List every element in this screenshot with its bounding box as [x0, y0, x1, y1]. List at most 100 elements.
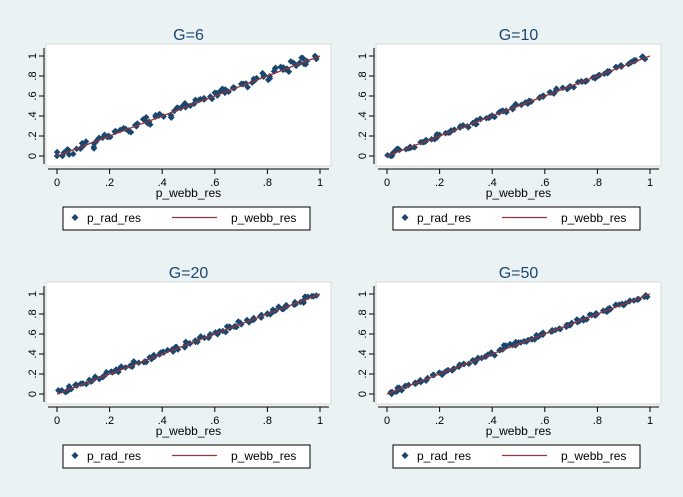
y-tick-label: 1	[27, 291, 39, 297]
chart-panel-1: G=60.2.4.6.810.2.4.6.8 1p_webb_resp_rad_r…	[27, 27, 332, 231]
y-tick-label: 0	[357, 153, 369, 159]
x-tick-label: .2	[435, 415, 444, 427]
y-tick-label: .6	[27, 91, 39, 100]
data-point-marker	[142, 114, 150, 121]
series-layer	[55, 292, 321, 396]
legend-label: p_rad_res	[87, 211, 141, 225]
legend-box	[62, 206, 311, 231]
x-tick-label: .2	[105, 177, 114, 189]
y-tick-label: .6	[27, 329, 39, 338]
x-tick-label: 1	[647, 177, 653, 189]
chart-panels: G=6 0 .2 .4 .6 .8 1 0 .2 .4 .6 .8 1 p_webb_res p_rad_r…	[27, 27, 662, 469]
legend-label: p_webb_res	[561, 449, 626, 463]
series-line-p_webb_res	[386, 55, 651, 157]
y-tick-label: .4	[27, 111, 39, 120]
chart-panel-2: G=100.2.4.6.810.2.4.6.8 1p_webb_resp_rad_…	[357, 27, 662, 231]
data-point-marker	[101, 371, 109, 379]
data-point-marker	[577, 78, 585, 85]
data-point-marker	[192, 96, 199, 104]
data-point-marker	[222, 328, 230, 336]
data-point-marker	[583, 316, 590, 323]
y-tick-label: .2	[27, 131, 39, 140]
data-point-marker	[473, 120, 480, 128]
x-tick-label: 0	[54, 415, 60, 427]
x-axis-label: p_webb_res	[486, 424, 551, 438]
y-tick-label: 1	[27, 53, 39, 59]
data-point-marker	[298, 54, 305, 62]
data-point-marker	[53, 148, 61, 156]
series-line-p_webb_res	[56, 293, 321, 395]
data-point-marker	[152, 111, 159, 119]
data-point-marker	[77, 145, 84, 152]
data-point-marker	[77, 380, 85, 387]
data-point-marker	[287, 58, 295, 65]
x-tick-label: .4	[158, 177, 167, 189]
legend-marker-icon	[401, 452, 409, 459]
chart-panel-4: G=500.2.4.6.810.2.4.6.8 1p_webb_resp_rad_…	[357, 265, 662, 469]
y-tick-label: .8	[357, 71, 369, 80]
series-layer	[53, 52, 321, 160]
data-point-marker	[219, 85, 226, 93]
data-point-marker	[72, 381, 80, 388]
legend-label: p_webb_res	[231, 211, 296, 225]
series-line-p_webb_res	[56, 55, 321, 157]
x-tick-label: .8	[263, 177, 272, 189]
x-tick-label: 1	[647, 415, 653, 427]
data-point-marker	[260, 73, 267, 80]
legend-box	[392, 444, 641, 469]
data-point-marker	[107, 368, 115, 375]
series-layer	[384, 53, 651, 160]
y-tick-label: .6	[357, 329, 369, 338]
series-line-p_webb_res	[386, 293, 651, 395]
x-tick-label: .4	[488, 415, 497, 427]
x-tick-label: 1	[317, 415, 323, 427]
x-tick-label: .6	[210, 177, 219, 189]
data-point-marker	[64, 387, 72, 395]
data-point-marker	[433, 131, 441, 138]
data-point-marker	[417, 376, 424, 384]
legend: p_rad_res p_webb_res	[392, 206, 641, 231]
data-point-marker	[182, 338, 190, 346]
data-point-marker	[155, 111, 163, 118]
y-tick-label: .6	[357, 91, 369, 100]
data-point-marker	[211, 89, 219, 97]
data-point-marker	[285, 68, 293, 75]
data-point-marker	[160, 113, 167, 120]
chart-panel-3: G=200.2.4.6.810.2.4.6.8 1p_webb_resp_rad_…	[27, 265, 332, 469]
data-point-marker	[168, 114, 175, 121]
x-tick-label: .4	[158, 415, 167, 427]
data-point-marker	[103, 368, 110, 376]
data-point-marker	[112, 366, 120, 373]
x-axis-label: p_webb_res	[156, 186, 221, 200]
y-tick-label: 1	[357, 291, 369, 297]
data-point-marker	[429, 371, 437, 379]
chart-title: G=10	[499, 27, 539, 44]
y-tick-label: .2	[27, 369, 39, 378]
data-point-marker	[230, 84, 237, 91]
chart-title: G=6	[173, 27, 204, 44]
series-layer	[386, 292, 651, 398]
data-point-marker	[477, 115, 484, 123]
legend-label: p_rad_res	[417, 449, 471, 463]
data-point-marker	[264, 76, 272, 84]
legend-marker-icon	[71, 214, 79, 221]
legend-label: p_webb_res	[231, 449, 296, 463]
data-point-marker	[626, 297, 634, 304]
x-axis-label: p_webb_res	[486, 186, 551, 200]
data-point-marker	[168, 346, 176, 353]
x-axis-label: p_webb_res	[156, 424, 221, 438]
data-point-marker	[101, 131, 108, 139]
data-point-marker	[392, 388, 400, 396]
data-point-marker	[473, 117, 480, 124]
x-tick-label: .8	[263, 415, 272, 427]
data-point-marker	[217, 87, 224, 95]
data-point-marker	[553, 86, 561, 94]
y-tick-label: .4	[357, 349, 369, 358]
data-point-marker	[94, 136, 101, 143]
data-point-marker	[66, 384, 73, 392]
x-tick-label: .6	[210, 415, 219, 427]
data-point-marker	[86, 376, 93, 384]
x-tick-label: .2	[105, 415, 114, 427]
data-point-marker	[164, 346, 171, 354]
data-point-marker	[506, 340, 514, 348]
